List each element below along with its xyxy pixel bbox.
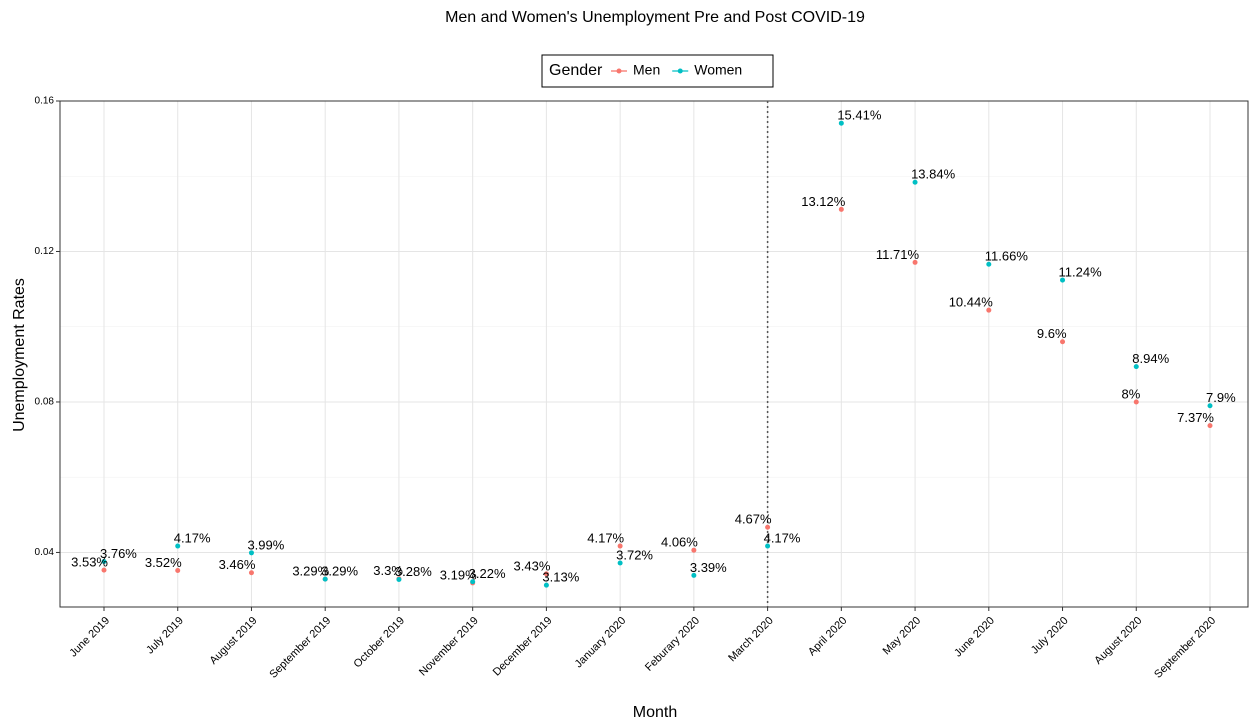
data-label: 3.76% <box>100 546 137 561</box>
data-label: 3.22% <box>469 566 506 581</box>
data-point <box>912 179 918 185</box>
data-label: 4.17% <box>587 530 624 545</box>
x-tick-label: April 2020 <box>806 615 850 659</box>
x-tick-label: September 2019 <box>267 615 333 681</box>
x-tick-label: July 2019 <box>144 615 186 657</box>
data-label: 3.28% <box>395 564 432 579</box>
data-point <box>1060 277 1066 283</box>
legend-marker <box>677 68 683 74</box>
data-point <box>396 577 402 583</box>
x-tick-label: March 2020 <box>726 615 776 665</box>
data-point <box>986 261 992 267</box>
data-point <box>543 571 549 577</box>
data-label: 3.52% <box>145 555 182 570</box>
data-label: 7.37% <box>1177 410 1214 425</box>
data-label: 8.94% <box>1132 351 1169 366</box>
data-label: 13.12% <box>801 194 846 209</box>
legend-label: Men <box>633 62 660 78</box>
data-point <box>248 570 254 576</box>
x-tick-label: November 2019 <box>417 615 481 679</box>
y-axis-title: Unemployment Rates <box>11 278 28 432</box>
data-label: 4.17% <box>764 530 801 545</box>
legend-box <box>541 54 774 88</box>
legend-marker <box>616 68 622 74</box>
data-label: 4.06% <box>661 535 698 550</box>
data-label: 11.24% <box>1059 265 1103 280</box>
data-point <box>617 560 623 566</box>
y-tick-label: 0.16 <box>35 96 55 107</box>
data-label: 4.17% <box>174 530 211 545</box>
data-point <box>101 567 107 573</box>
data-point <box>175 568 181 574</box>
data-label: 3.19% <box>440 567 477 582</box>
y-tick-label: 0.08 <box>35 397 55 408</box>
data-label: 3.43% <box>514 558 551 573</box>
x-tick-label: July 2020 <box>1029 615 1071 657</box>
data-label: 13.84% <box>911 167 956 182</box>
data-point <box>691 572 697 578</box>
y-tick-label: 0.04 <box>35 547 55 558</box>
data-point <box>322 576 328 582</box>
data-point <box>1207 403 1213 409</box>
x-tick-label: December 2019 <box>491 615 555 679</box>
data-label: 3.53% <box>71 555 108 570</box>
data-label: 3.46% <box>219 557 256 572</box>
data-point <box>248 550 254 556</box>
legend-label: Women <box>694 62 742 78</box>
data-label: 15.41% <box>837 108 882 123</box>
x-tick-label: June 2019 <box>67 615 112 660</box>
plot-border <box>59 100 1249 608</box>
data-label: 11.66% <box>985 249 1029 264</box>
x-tick-label: June 2020 <box>952 615 997 660</box>
x-tick-label: January 2020 <box>573 615 629 671</box>
x-tick-label: August 2020 <box>1092 615 1144 667</box>
data-label: 3.29% <box>321 564 358 579</box>
x-tick-label: Feburary 2020 <box>643 615 702 674</box>
data-point <box>912 259 918 265</box>
x-axis-title: Month <box>633 704 677 721</box>
data-label: 3.13% <box>542 570 579 585</box>
data-label: 3.29% <box>292 564 329 579</box>
data-point <box>1060 339 1066 345</box>
data-point <box>543 582 549 588</box>
data-point <box>838 120 844 126</box>
data-label: 9.6% <box>1037 326 1067 341</box>
chart-title: Men and Women's Unemployment Pre and Pos… <box>445 9 865 26</box>
data-label: 7.9% <box>1206 390 1236 405</box>
data-point <box>617 543 623 549</box>
data-point <box>838 206 844 212</box>
x-tick-label: October 2019 <box>351 615 407 671</box>
data-point <box>1133 399 1139 405</box>
data-label: 8% <box>1121 386 1140 401</box>
data-point <box>101 558 107 564</box>
data-label: 3.99% <box>247 537 284 552</box>
legend-title: Gender <box>549 62 603 79</box>
data-label: 10.44% <box>949 295 994 310</box>
data-point <box>1207 423 1213 429</box>
data-label: 4.67% <box>735 512 772 527</box>
data-point <box>691 547 697 553</box>
data-point <box>765 524 771 530</box>
data-point <box>175 543 181 549</box>
data-point <box>470 579 476 585</box>
x-tick-label: May 2020 <box>881 615 924 658</box>
x-tick-label: September 2020 <box>1152 615 1218 681</box>
x-tick-label: August 2019 <box>207 615 259 667</box>
data-label: 3.72% <box>616 547 653 562</box>
y-tick-label: 0.12 <box>35 246 55 257</box>
data-label: 3.3% <box>373 563 403 578</box>
data-label: 3.39% <box>690 560 727 575</box>
data-point <box>765 543 771 549</box>
data-label: 11.71% <box>876 247 920 262</box>
data-point <box>1133 364 1139 370</box>
data-point <box>986 307 992 313</box>
